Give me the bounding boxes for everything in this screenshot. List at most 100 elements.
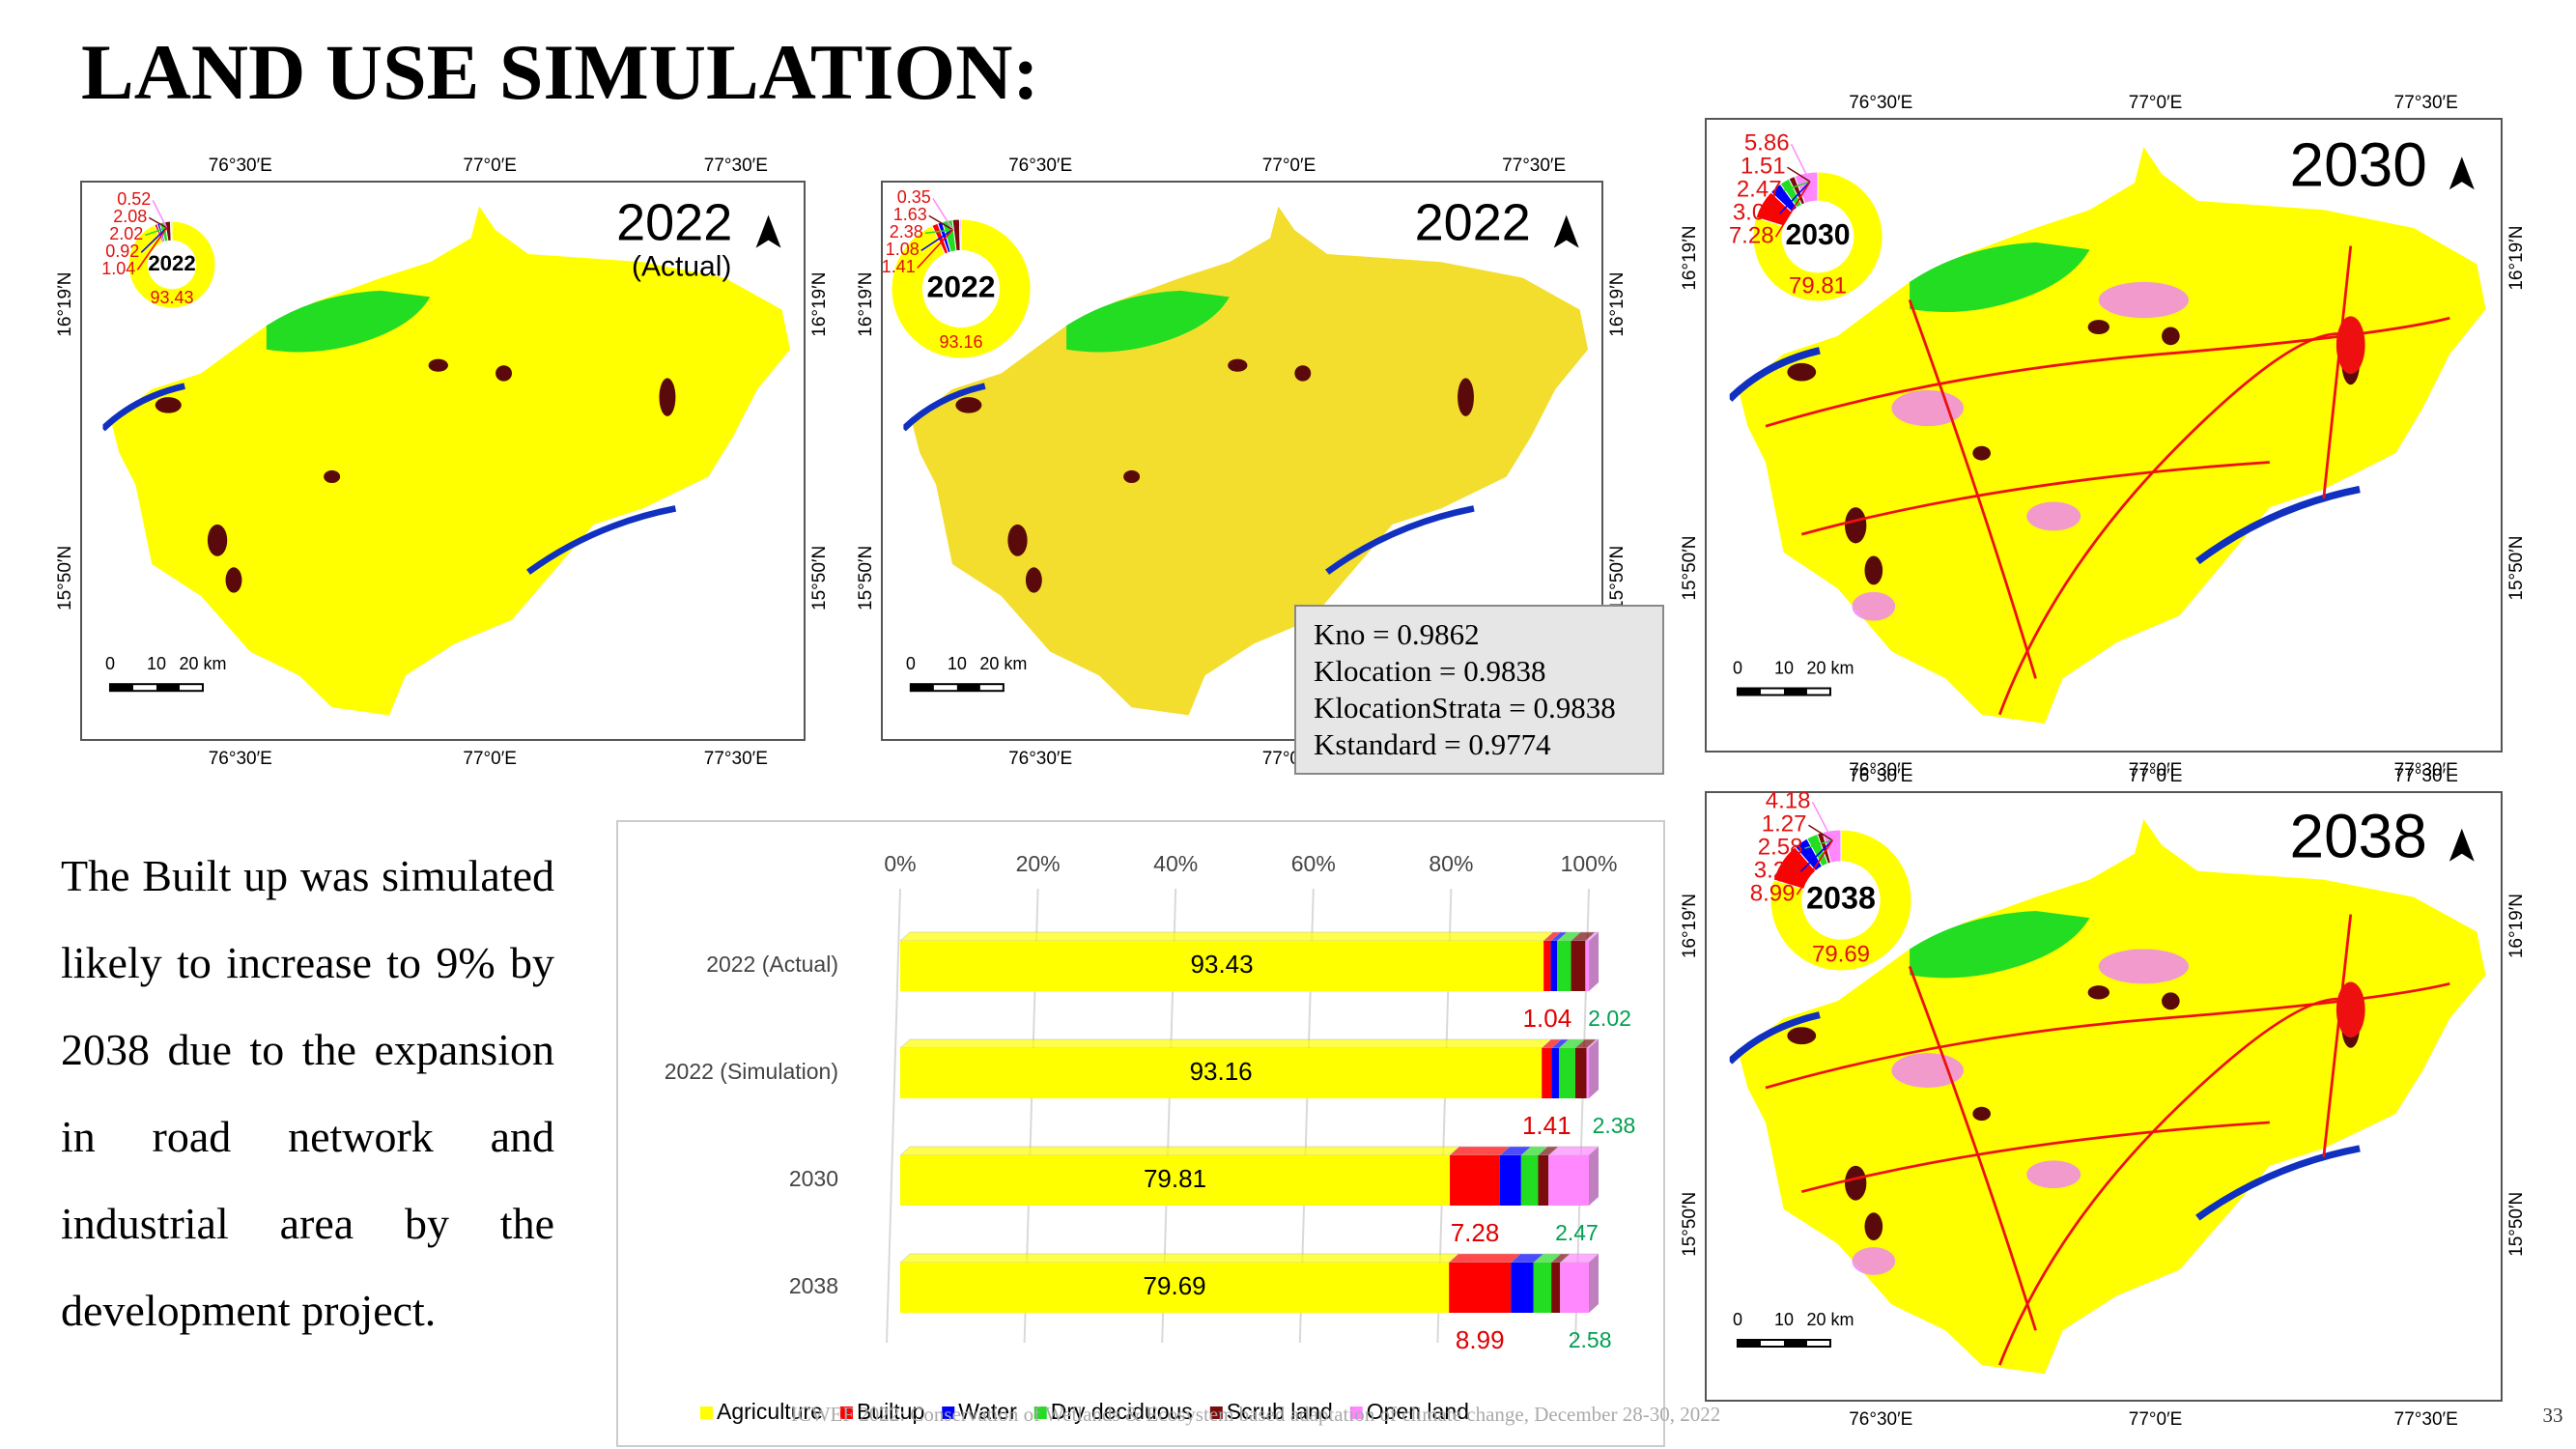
pie-value-label: 5.86 (1744, 130, 1790, 156)
longitude-label: 76°30′E (209, 156, 272, 176)
pie-value-label: 2.08 (113, 207, 147, 226)
pie-value-label: 93.16 (939, 332, 982, 352)
scale-label: 10 (948, 654, 967, 673)
pie-value-label: 2.58 (1758, 835, 1803, 861)
bar-segment (1538, 1155, 1549, 1206)
latitude-label: 16°19′N (1680, 894, 1700, 958)
latitude-label: 16°19′N (1607, 272, 1628, 337)
legend-label: Builtup (857, 1399, 924, 1424)
scale-bar (1737, 1340, 1761, 1347)
scale-label: 20 km (1806, 1310, 1854, 1329)
longitude-label: 76°30′E (1849, 93, 1912, 113)
pie-value-label: 8.99 (1750, 881, 1796, 907)
kappa-line: Kstandard = 0.9774 (1314, 727, 1551, 761)
legend-swatch (1209, 1406, 1223, 1419)
kappa-box: Kno = 0.9862 Klocation = 0.9838 KlocationS… (1294, 605, 1664, 775)
pie-value-label: 0.92 (105, 242, 139, 261)
pie-leader (1808, 824, 1833, 841)
bar-segment (1499, 1155, 1521, 1206)
pie-leader (1787, 166, 1811, 183)
y-tick-label: 2038 (789, 1273, 838, 1298)
latitude-label: 16°19′N (809, 272, 830, 337)
bar-segment (1533, 1263, 1552, 1313)
pie-leader (917, 229, 953, 269)
bar-value-label: 1.04 (1523, 1004, 1572, 1033)
pie-leader (924, 229, 953, 235)
x-tick-label: 20% (1016, 851, 1061, 876)
north-arrow (755, 214, 781, 248)
bar-segment (1558, 1048, 1575, 1098)
latitude-label: 15°50′N (55, 546, 75, 611)
bar-value-label: 79.81 (1144, 1164, 1206, 1193)
latitude-label: 15°50′N (856, 546, 876, 611)
bar-segment (1449, 1263, 1512, 1313)
pie-value-label: 79.81 (1789, 273, 1847, 299)
bar-side (1589, 1147, 1599, 1206)
longitude-label: 77°0′E (1262, 156, 1316, 176)
latitude-label: 15°50′N (1680, 535, 1700, 600)
bar-segment (1557, 941, 1571, 991)
pie-center-label: 2030 (1786, 219, 1851, 251)
pie-leader (1804, 839, 1833, 849)
legend-swatch (839, 1406, 853, 1419)
latitude-label: 16°19′N (1680, 226, 1700, 291)
longitude-label: 77°0′E (2129, 766, 2183, 786)
footer-text: ICWEF 2022: Conservation of Wetlands & E… (791, 1403, 1721, 1426)
bar-segment (900, 1155, 1451, 1206)
scale-label: 0 (906, 654, 916, 673)
bar-top (899, 1253, 1459, 1264)
legend-label: Water (958, 1399, 1017, 1424)
legend-label: Open land (1367, 1399, 1469, 1424)
bar-value-label: 7.28 (1451, 1218, 1500, 1247)
bar-value-label: 2.47 (1555, 1220, 1599, 1245)
paragraph: The Built up was simulated likely to inc… (61, 851, 554, 1335)
map-year: 2038 (2289, 801, 2426, 870)
map: 76°30′E 76°30′E 77°0′E 77°0′E 77°30′E 77°30′E… (55, 156, 830, 769)
pie-hole (1782, 201, 1854, 272)
bar-top (899, 1146, 1460, 1156)
pie-leader (1783, 181, 1811, 191)
pie-leader (932, 197, 953, 231)
y-tick-label: 2030 (789, 1166, 838, 1191)
longitude-label: 77°30′E (704, 156, 768, 176)
scale-label: 10 (1774, 658, 1794, 677)
map-year: 2022 (1415, 194, 1531, 252)
pie-value-label: 1.04 (101, 259, 135, 278)
bar-top (1449, 1146, 1511, 1156)
longitude-label: 77°30′E (2394, 1409, 2458, 1430)
pie-value-label: 2.47 (1737, 177, 1782, 203)
latitude-label: 16°19′N (2506, 226, 2527, 291)
scale-bar (1783, 688, 1807, 696)
x-tick-label: 60% (1291, 851, 1336, 876)
legend-swatch (1033, 1406, 1047, 1419)
page-number: 33 (2543, 1404, 2563, 1427)
bar-segment (1574, 1048, 1587, 1098)
map-subtitle: (Actual) (632, 251, 731, 283)
map: 76°30′E 76°30′E 77°0′E 77°0′E 77°30′E 77°30′E… (1680, 93, 2527, 781)
pie-value-label: 1.51 (1741, 154, 1786, 180)
pie-center-label: 2022 (927, 269, 996, 303)
scale-bar (1783, 1340, 1807, 1347)
bar-segment (1551, 1263, 1561, 1313)
pie-hole (922, 250, 1000, 327)
bar-segment (1586, 1048, 1590, 1098)
latitude-label: 15°50′N (1680, 1192, 1700, 1257)
bar-top (1448, 1253, 1521, 1264)
latitude-label: 15°50′N (809, 546, 830, 611)
longitude-label: 76°30′E (1008, 749, 1072, 769)
pie-leader (152, 200, 168, 229)
bar-side (1589, 932, 1599, 991)
pie-value-label: 0.35 (897, 187, 931, 207)
pie-leader (148, 216, 167, 229)
pie-leader (1779, 181, 1811, 214)
longitude-label: 77°0′E (463, 156, 517, 176)
kappa-line: Kno = 0.9862 (1314, 617, 1480, 651)
bar-value-label: 79.69 (1144, 1271, 1206, 1300)
bar-value-label: 2.38 (1593, 1113, 1636, 1138)
longitude-label: 77°30′E (704, 749, 768, 769)
map: 76°30′E 76°30′E 77°0′E 77°0′E 77°30′E 77°30′E… (1680, 766, 2527, 1430)
scale-bar (156, 684, 180, 692)
x-tick-label: 0% (884, 851, 916, 876)
longitude-label: 77°0′E (2129, 1409, 2183, 1430)
scale-bar (1737, 688, 1761, 696)
